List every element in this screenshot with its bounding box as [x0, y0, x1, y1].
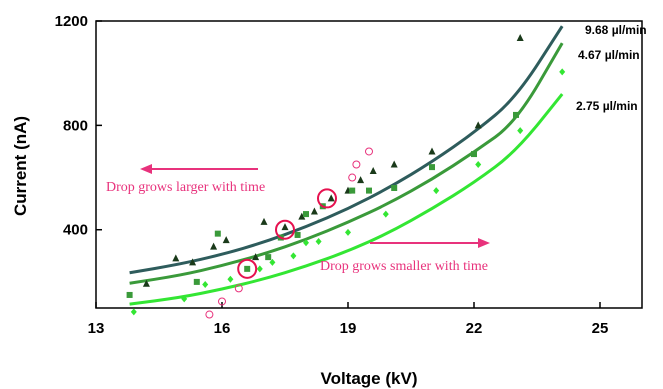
data-point [223, 236, 230, 243]
y-axis: 400 800 1200 [55, 13, 102, 239]
data-point [215, 231, 221, 237]
data-point [391, 161, 398, 168]
drop-point [353, 161, 360, 168]
data-point [127, 292, 133, 298]
series-label-2-75: 2.75 µl/min [576, 99, 638, 113]
data-point [316, 238, 322, 245]
x-tick-label: 22 [466, 320, 483, 337]
annotation-larger: Drop grows larger with time [106, 180, 265, 195]
y-axis-title: Current (nA) [11, 116, 30, 216]
data-point [345, 229, 351, 236]
data-point [202, 281, 208, 288]
data-point [429, 147, 436, 154]
data-point [210, 243, 217, 250]
data-point [517, 34, 524, 41]
data-point [311, 207, 318, 214]
data-point [370, 167, 377, 174]
data-point [261, 218, 268, 225]
x-tick-label: 19 [340, 320, 357, 337]
data-point [282, 223, 289, 230]
data-point [513, 112, 519, 118]
data-point [172, 254, 179, 261]
series-label-9-68: 9.68 µl/min [585, 23, 647, 37]
data-point [429, 164, 435, 170]
data-point [328, 194, 335, 201]
data-point [559, 68, 565, 75]
data-point [194, 279, 200, 285]
highlight-circle [318, 189, 336, 207]
data-point [475, 121, 482, 128]
series-label-4-67: 4.67 µl/min [578, 48, 640, 62]
data-point [349, 188, 355, 194]
drop-point [366, 148, 373, 155]
annotation-smaller: Drop grows smaller with time [320, 259, 488, 274]
x-tick-label: 13 [88, 320, 105, 337]
y-tick-label: 1200 [55, 13, 88, 30]
data-point [475, 161, 481, 168]
drop-point [206, 311, 213, 318]
data-point [265, 254, 271, 260]
data-point [471, 151, 477, 157]
data-point [303, 211, 309, 217]
data-point [227, 276, 233, 283]
arrow-larger-head [140, 164, 152, 174]
drop-point [349, 174, 356, 181]
data-point [257, 265, 263, 272]
data-point [357, 176, 364, 183]
data-point [295, 232, 301, 238]
data-point [383, 211, 389, 218]
data-point [391, 185, 397, 191]
data-point [131, 308, 137, 315]
data-point [290, 252, 296, 259]
data-point [366, 188, 372, 194]
y-tick-label: 400 [63, 222, 88, 239]
data-point [244, 266, 250, 272]
x-tick-label: 25 [592, 320, 609, 337]
x-tick-label: 16 [214, 320, 231, 337]
fit-line [130, 26, 563, 273]
x-axis-title: Voltage (kV) [321, 369, 418, 388]
arrow-smaller-head [478, 238, 490, 248]
data-point [433, 187, 439, 194]
data-point [517, 127, 523, 134]
fit-line [130, 43, 563, 283]
y-tick-label: 800 [63, 117, 88, 134]
